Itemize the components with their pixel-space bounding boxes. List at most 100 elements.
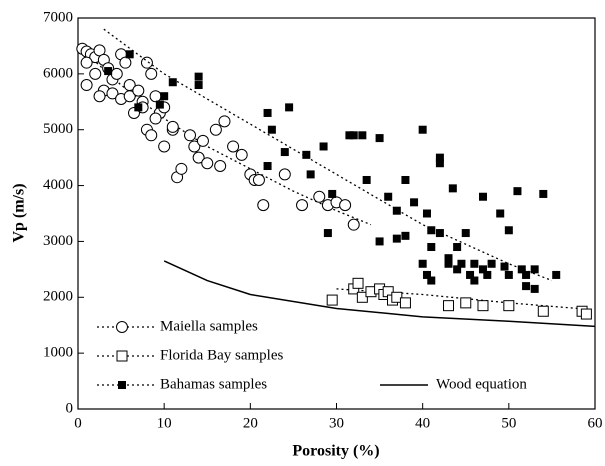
point bbox=[461, 229, 470, 238]
point bbox=[119, 56, 132, 69]
legend-marker bbox=[116, 350, 128, 362]
point bbox=[457, 259, 466, 268]
point bbox=[435, 229, 444, 238]
point bbox=[196, 134, 209, 147]
point bbox=[352, 277, 364, 289]
point bbox=[453, 243, 462, 252]
point bbox=[302, 150, 311, 159]
point bbox=[399, 297, 411, 309]
y-tick-label: 6000 bbox=[43, 65, 73, 81]
point bbox=[539, 189, 548, 198]
point bbox=[443, 300, 455, 312]
y-tick-label: 4000 bbox=[43, 177, 73, 193]
point bbox=[427, 276, 436, 285]
point bbox=[517, 265, 526, 274]
x-tick-label: 50 bbox=[501, 415, 516, 431]
point bbox=[470, 276, 479, 285]
point bbox=[358, 131, 367, 140]
y-axis-label: Vp (m/s) bbox=[11, 183, 28, 242]
point bbox=[313, 190, 326, 203]
y-tick-label: 5000 bbox=[43, 121, 73, 137]
y-tick-label: 0 bbox=[66, 400, 74, 416]
point bbox=[227, 140, 240, 153]
point bbox=[513, 187, 522, 196]
point bbox=[296, 199, 309, 212]
point bbox=[375, 134, 384, 143]
legend-marker bbox=[116, 321, 128, 333]
point bbox=[110, 67, 123, 80]
point bbox=[530, 284, 539, 293]
point bbox=[537, 305, 549, 317]
x-tick-label: 30 bbox=[329, 415, 344, 431]
point bbox=[496, 209, 505, 218]
x-tick-label: 10 bbox=[157, 415, 172, 431]
point bbox=[235, 148, 248, 161]
wood-line bbox=[163, 260, 596, 328]
point bbox=[384, 192, 393, 201]
point bbox=[422, 270, 431, 279]
x-tick-label: 20 bbox=[243, 415, 258, 431]
y-tick-label: 3000 bbox=[43, 233, 73, 249]
point bbox=[134, 103, 143, 112]
trend-line bbox=[103, 28, 553, 282]
y-tick-label: 1000 bbox=[43, 345, 73, 361]
point bbox=[478, 265, 487, 274]
point bbox=[263, 108, 272, 117]
point bbox=[326, 294, 338, 306]
legend-label: Bahamas samples bbox=[160, 376, 267, 392]
point bbox=[356, 291, 368, 303]
point bbox=[392, 234, 401, 243]
y-tick-label: 2000 bbox=[43, 289, 73, 305]
point bbox=[149, 90, 162, 103]
point bbox=[194, 72, 203, 81]
point bbox=[435, 153, 444, 162]
point bbox=[392, 206, 401, 215]
point bbox=[391, 291, 403, 303]
point bbox=[218, 115, 231, 128]
point bbox=[132, 84, 145, 97]
point bbox=[522, 270, 531, 279]
point bbox=[267, 125, 276, 134]
point bbox=[106, 87, 119, 100]
point bbox=[123, 90, 136, 103]
point bbox=[347, 218, 360, 231]
point bbox=[166, 120, 179, 133]
point bbox=[503, 300, 515, 312]
point bbox=[192, 151, 205, 164]
point bbox=[504, 270, 513, 279]
point bbox=[339, 199, 352, 212]
point bbox=[145, 129, 158, 142]
legend-marker bbox=[118, 381, 126, 389]
point bbox=[323, 229, 332, 238]
point bbox=[466, 270, 475, 279]
point bbox=[145, 67, 158, 80]
point bbox=[427, 243, 436, 252]
point bbox=[328, 189, 337, 198]
point bbox=[500, 262, 509, 271]
point bbox=[285, 103, 294, 112]
x-tick-label: 60 bbox=[588, 415, 603, 431]
point bbox=[375, 237, 384, 246]
point bbox=[209, 123, 222, 136]
point bbox=[188, 140, 201, 153]
point bbox=[478, 192, 487, 201]
point bbox=[175, 162, 188, 175]
legend-label: Maiella samples bbox=[160, 318, 258, 334]
point bbox=[477, 300, 489, 312]
point bbox=[504, 226, 513, 235]
point bbox=[470, 259, 479, 268]
point bbox=[125, 50, 134, 59]
point bbox=[184, 129, 197, 142]
point bbox=[448, 184, 457, 193]
point bbox=[201, 157, 214, 170]
point bbox=[401, 175, 410, 184]
point bbox=[280, 148, 289, 157]
point bbox=[460, 297, 472, 309]
point bbox=[104, 67, 113, 76]
point bbox=[214, 160, 227, 173]
point bbox=[483, 270, 492, 279]
point bbox=[263, 162, 272, 171]
point bbox=[89, 67, 102, 80]
